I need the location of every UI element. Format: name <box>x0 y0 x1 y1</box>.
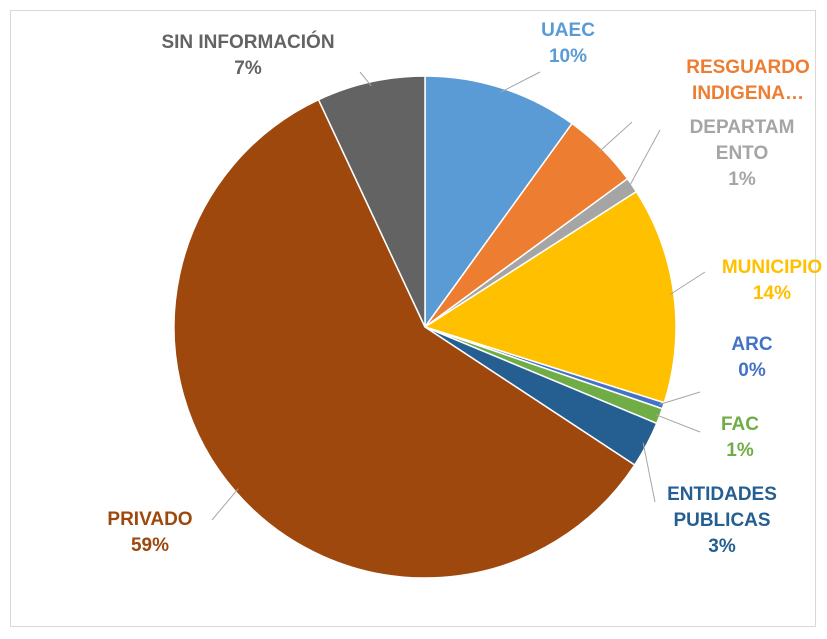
category-label: RESGUARDO INDIGENA… <box>686 57 810 104</box>
leader-line <box>500 71 541 93</box>
category-label: FAC <box>721 414 759 435</box>
leader-line <box>669 271 706 296</box>
category-label: DEPARTAMENTO <box>689 117 795 164</box>
pie-slice <box>423 190 677 404</box>
leader-line <box>628 129 661 188</box>
data-label: UAEC 10% <box>508 18 628 70</box>
value-label: 3% <box>708 536 736 557</box>
category-label: UAEC <box>541 20 595 41</box>
pie-slice <box>173 98 636 579</box>
value-label: 0% <box>738 360 766 381</box>
category-label: ENTIDADES PUBLICAS <box>667 484 777 531</box>
data-label: ARC 0% <box>712 332 792 384</box>
leader-line <box>642 442 656 503</box>
category-label: ARC <box>731 334 773 355</box>
data-label: MUNICIPIO 14% <box>707 255 827 307</box>
value-label: 59% <box>130 535 170 556</box>
data-label: FAC 1% <box>700 412 780 464</box>
data-label: DEPARTAMENTO 1% <box>686 115 798 193</box>
leader-line <box>659 391 701 405</box>
value-label: 1% <box>726 440 754 461</box>
pie-slice <box>424 75 574 330</box>
chart-frame <box>10 10 816 627</box>
pie-slice <box>317 75 426 328</box>
leader-line <box>598 121 633 153</box>
leader-line <box>655 414 701 433</box>
value-label: 10% <box>548 46 588 67</box>
value-label: 7% <box>234 58 262 79</box>
category-label: SIN INFORMACIÓN <box>161 32 335 53</box>
data-label: RESGUARDO INDIGENA… <box>663 55 827 107</box>
data-label: PRIVADO 59% <box>90 507 210 559</box>
value-label: 14% <box>752 283 792 304</box>
leader-line <box>211 488 239 521</box>
leader-line <box>359 71 372 87</box>
data-label: SIN INFORMACIÓN 7% <box>128 30 368 82</box>
data-label: ENTIDADES PUBLICAS 3% <box>647 482 797 560</box>
value-label: 1% <box>728 169 756 190</box>
category-label: MUNICIPIO <box>721 257 823 278</box>
category-label: PRIVADO <box>107 509 193 530</box>
